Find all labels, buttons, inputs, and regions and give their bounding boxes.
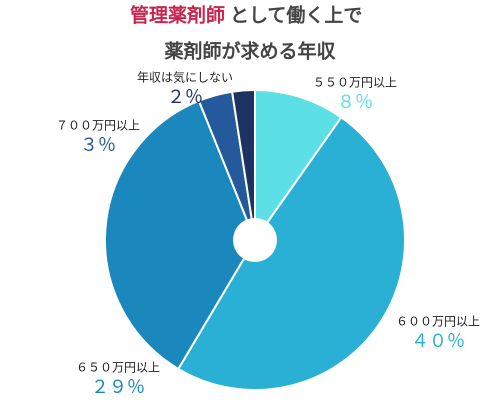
donut-hole [233, 218, 277, 262]
category-label: ７００万円以上 [56, 119, 140, 133]
pie-slice [254, 88, 343, 244]
category-label: 年収は気にしない [137, 70, 233, 85]
value-label: ３％ [80, 135, 116, 156]
pie-slice [104, 99, 257, 371]
chart-title-highlight: 管理薬剤師 [130, 4, 225, 27]
value-label: ４０％ [411, 331, 465, 352]
pie-slice [230, 88, 256, 241]
category-label: ５５０万円以上 [313, 76, 397, 90]
value-label: ８％ [337, 92, 373, 113]
category-label: ６５０万円以上 [76, 361, 160, 375]
value-label: ２９％ [91, 377, 145, 398]
chart-title: として働く上で [230, 4, 362, 27]
chart-title: 薬剤師が求める年収 [163, 40, 336, 63]
value-label: ２％ [167, 87, 203, 108]
category-label: ６００万円以上 [396, 315, 480, 329]
pie-slice [176, 115, 406, 391]
